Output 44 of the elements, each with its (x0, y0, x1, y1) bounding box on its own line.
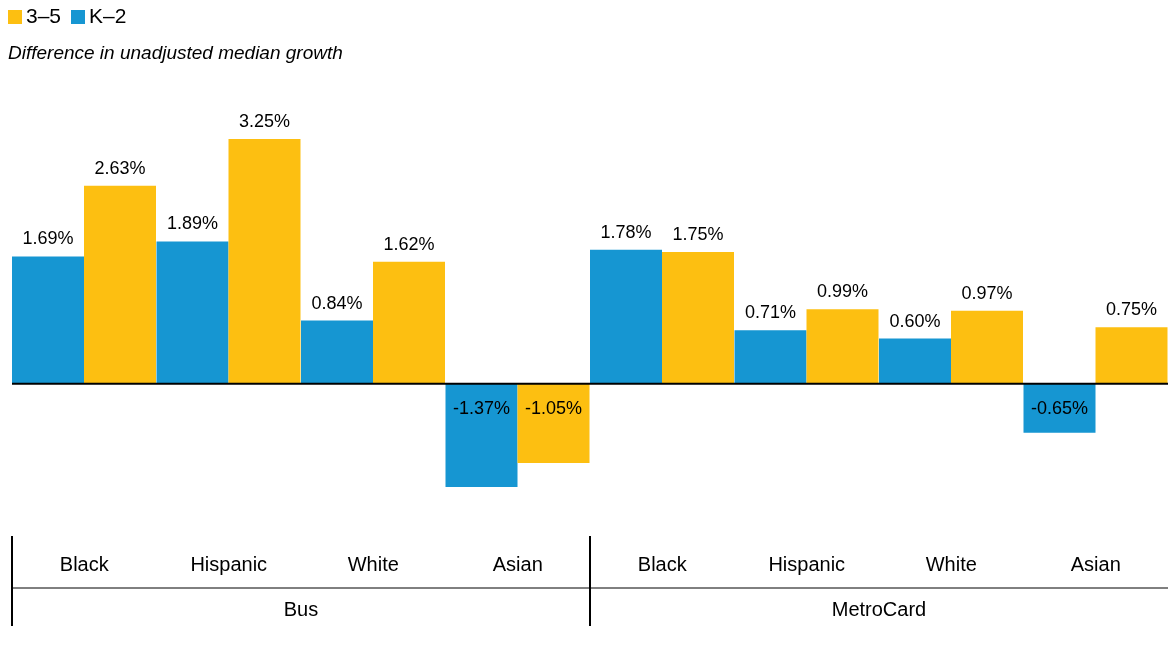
x-tick-label: Hispanic (768, 553, 846, 575)
legend-label: K–2 (89, 4, 127, 27)
bar (806, 309, 879, 384)
bar (301, 320, 373, 384)
data-label: 2.63% (94, 157, 146, 178)
data-label: 0.71% (744, 302, 797, 323)
data-label: 0.97% (961, 282, 1013, 303)
x-tick-label: Hispanic (190, 553, 268, 575)
x-tick-label: White (925, 553, 977, 575)
data-label: -0.65% (1030, 397, 1089, 418)
data-label: -1.05% (524, 397, 583, 418)
bar (373, 261, 445, 384)
bar (590, 249, 662, 384)
data-label: 1.78% (600, 221, 652, 242)
bar (156, 241, 229, 384)
bar (445, 383, 518, 488)
data-label: 3.25% (238, 110, 291, 131)
bar (1095, 327, 1168, 384)
bar (84, 185, 156, 384)
data-label: 1.62% (383, 233, 435, 254)
data-label: 0.84% (311, 292, 363, 313)
bar (228, 138, 301, 384)
x-tick-label: Black (59, 553, 110, 575)
x-tick-label: Black (637, 553, 688, 575)
data-label: 0.75% (1105, 299, 1158, 320)
legend-label: 3–5 (26, 4, 62, 27)
y-axis-title: Difference in unadjusted median growth (8, 42, 343, 64)
data-label: 1.89% (166, 213, 219, 234)
bar (879, 338, 951, 384)
x-tick-label: Asian (492, 553, 543, 575)
bar (951, 310, 1023, 384)
data-label: 0.99% (816, 281, 869, 302)
data-label: 0.60% (889, 310, 941, 331)
data-label: -1.37% (452, 397, 511, 418)
bar (517, 383, 590, 463)
text: Bus (283, 598, 319, 620)
bar (662, 251, 734, 384)
text: MetroCard (831, 598, 927, 620)
data-label: 1.75% (672, 223, 724, 244)
x-tick-label: White (347, 553, 399, 575)
bar (12, 256, 84, 384)
bar (734, 330, 807, 384)
x-tick-label: Asian (1070, 553, 1121, 575)
data-label: 1.69% (22, 228, 74, 249)
